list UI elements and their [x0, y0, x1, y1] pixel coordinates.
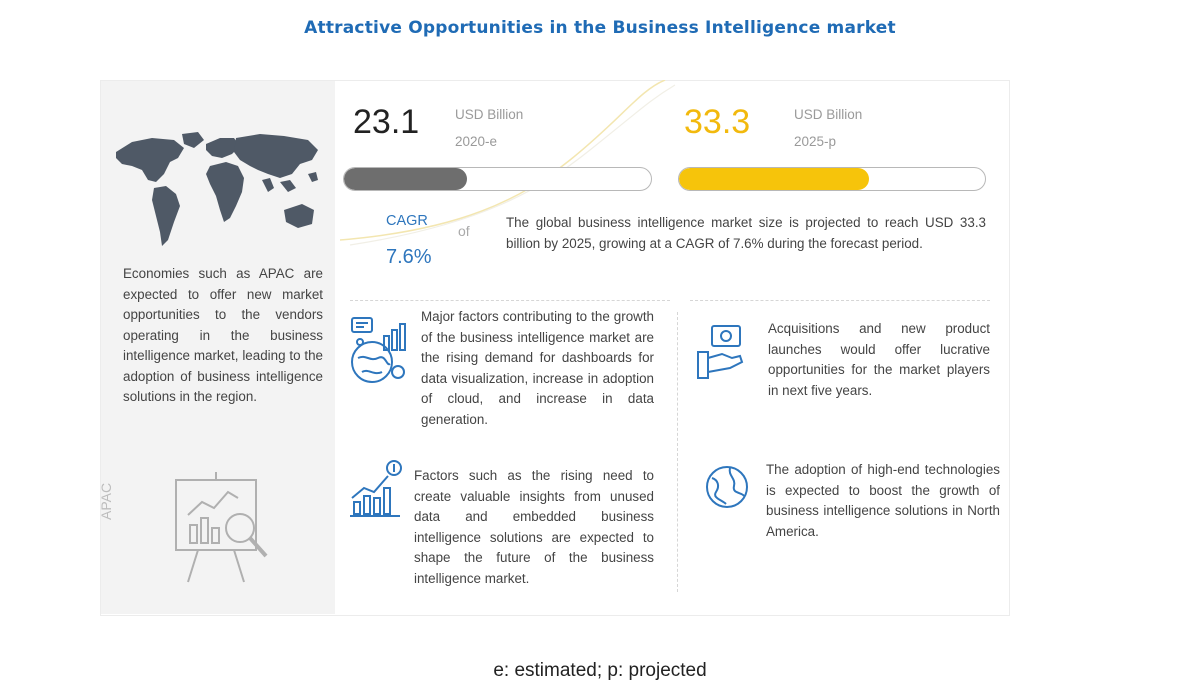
market-value-2020: 23.1	[353, 103, 420, 141]
divider	[350, 300, 670, 301]
footnote: e: estimated; p: projected	[493, 660, 707, 681]
growth-chart-icon	[350, 460, 402, 517]
insight-text: The adoption of high-end technologies is…	[766, 462, 1000, 539]
progress-bar-2025	[678, 167, 986, 191]
insight-text: Major factors contributing to the growth…	[421, 309, 654, 427]
cagr-connector: of	[458, 223, 470, 239]
world-map-icon	[116, 132, 318, 246]
market-summary: The global business intelligence market …	[506, 215, 986, 251]
cagr-label: CAGR	[386, 213, 428, 229]
globe-icon	[706, 466, 748, 508]
divider	[677, 312, 678, 592]
analytics-globe-icon	[351, 317, 406, 383]
region-label: APAC	[98, 482, 114, 520]
page-title: Attractive Opportunities in the Business…	[304, 18, 896, 38]
market-value-2025: 33.3	[684, 103, 751, 141]
region-description: Economies such as APAC are expected to o…	[123, 266, 323, 404]
cagr-value: 7.6%	[386, 246, 432, 268]
unit-label-2020: USD Billion	[455, 107, 524, 122]
money-hand-icon	[697, 325, 744, 379]
presentation-board-icon	[175, 472, 268, 583]
year-label-2025: 2025-p	[794, 134, 837, 149]
insight-text: Factors such as the rising need to creat…	[414, 468, 654, 586]
insight-text: Acquisitions and new product launches wo…	[768, 321, 990, 398]
year-label-2020: 2020-e	[455, 134, 498, 149]
progress-fill-2020	[344, 168, 467, 190]
progress-fill-2025	[679, 168, 869, 190]
unit-label-2025: USD Billion	[794, 107, 863, 122]
divider	[690, 300, 990, 301]
progress-bar-2020	[343, 167, 652, 191]
